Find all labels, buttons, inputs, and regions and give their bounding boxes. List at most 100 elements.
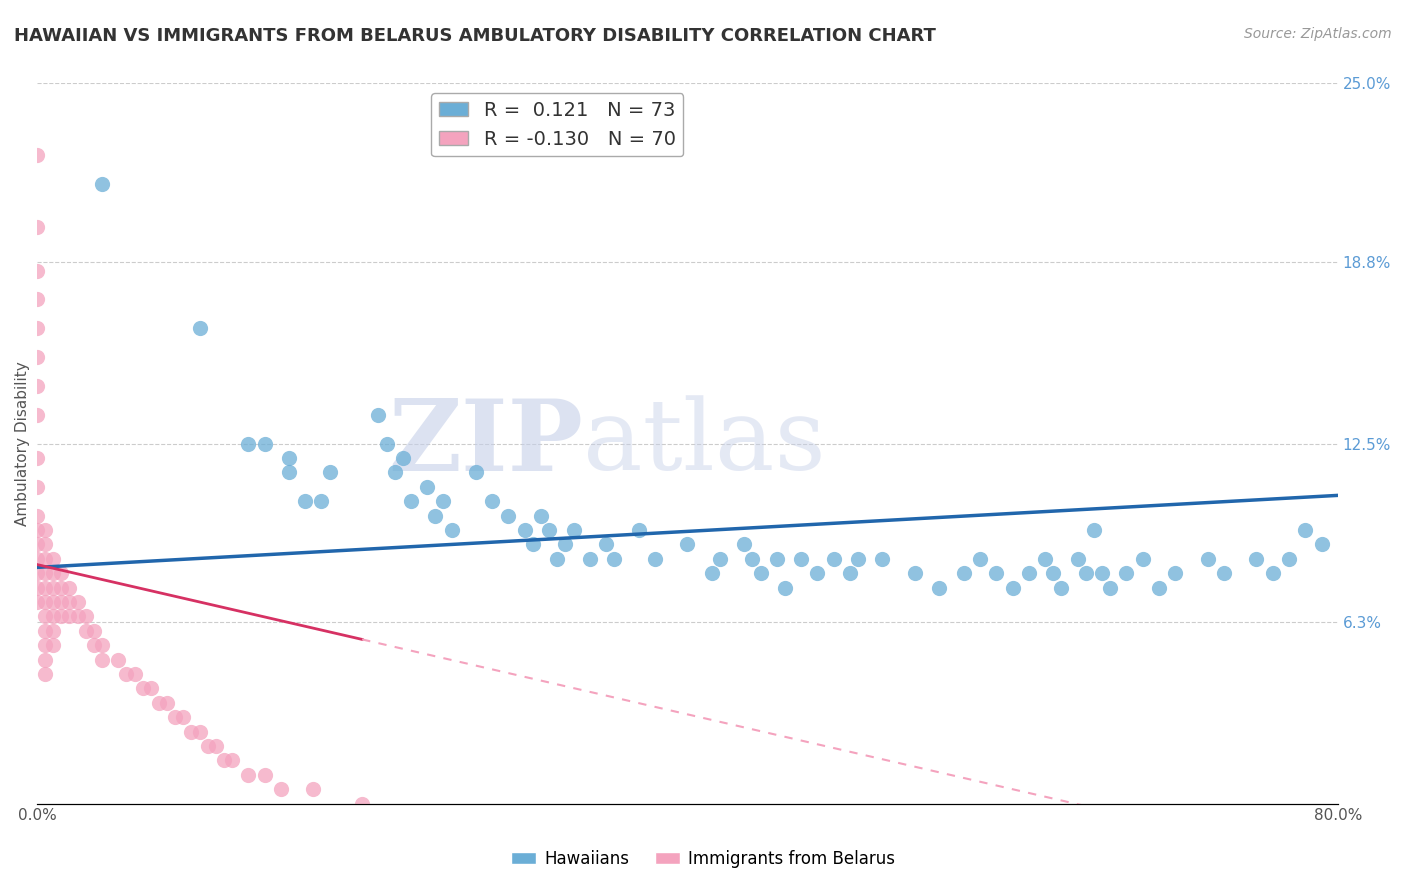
Point xyxy=(25,220,48,235)
Point xyxy=(440,523,463,537)
Point xyxy=(212,753,235,767)
Point xyxy=(562,523,585,537)
Point xyxy=(1099,581,1122,595)
Point xyxy=(952,566,974,581)
Point xyxy=(318,466,340,480)
Point xyxy=(1213,566,1236,581)
Point xyxy=(741,551,763,566)
Point xyxy=(91,178,114,192)
Point xyxy=(139,681,162,696)
Point xyxy=(107,652,129,666)
Point xyxy=(238,436,260,450)
Point xyxy=(42,595,65,609)
Point xyxy=(425,508,447,523)
Point xyxy=(375,436,398,450)
Point xyxy=(644,551,666,566)
Point xyxy=(1018,566,1040,581)
Point xyxy=(180,724,202,739)
Point xyxy=(481,494,503,508)
Point xyxy=(1115,566,1137,581)
Point xyxy=(25,566,48,581)
Point xyxy=(75,609,97,624)
Point xyxy=(165,710,187,724)
Point xyxy=(204,739,226,753)
Point xyxy=(172,710,194,724)
Point xyxy=(546,551,568,566)
Point xyxy=(1261,566,1284,581)
Point xyxy=(51,595,73,609)
Point xyxy=(42,609,65,624)
Point xyxy=(131,681,153,696)
Point xyxy=(58,609,80,624)
Point xyxy=(352,797,374,811)
Point xyxy=(1246,551,1268,566)
Point xyxy=(928,581,950,595)
Point xyxy=(25,263,48,277)
Point xyxy=(156,696,179,710)
Point xyxy=(1278,551,1301,566)
Point xyxy=(1164,566,1187,581)
Point xyxy=(42,638,65,652)
Point xyxy=(25,293,48,307)
Point xyxy=(367,408,389,422)
Point xyxy=(34,595,56,609)
Point xyxy=(399,494,422,508)
Point xyxy=(765,551,787,566)
Point xyxy=(34,667,56,681)
Text: atlas: atlas xyxy=(583,396,827,491)
Point xyxy=(302,782,325,797)
Point xyxy=(124,667,146,681)
Point xyxy=(270,782,292,797)
Point xyxy=(25,480,48,494)
Point xyxy=(513,523,536,537)
Point xyxy=(42,551,65,566)
Text: Source: ZipAtlas.com: Source: ZipAtlas.com xyxy=(1244,27,1392,41)
Point xyxy=(1074,566,1097,581)
Point xyxy=(51,609,73,624)
Point xyxy=(221,753,243,767)
Legend: Hawaiians, Immigrants from Belarus: Hawaiians, Immigrants from Belarus xyxy=(505,844,901,875)
Point xyxy=(432,494,454,508)
Point xyxy=(34,537,56,551)
Point xyxy=(34,652,56,666)
Point xyxy=(25,551,48,566)
Point xyxy=(253,768,276,782)
Point xyxy=(311,494,333,508)
Point xyxy=(839,566,862,581)
Point xyxy=(806,566,828,581)
Point xyxy=(115,667,138,681)
Point xyxy=(34,609,56,624)
Point xyxy=(1132,551,1154,566)
Point xyxy=(66,595,89,609)
Legend: R =  0.121   N = 73, R = -0.130   N = 70: R = 0.121 N = 73, R = -0.130 N = 70 xyxy=(432,93,683,156)
Point xyxy=(75,624,97,638)
Point xyxy=(25,595,48,609)
Point xyxy=(34,523,56,537)
Point xyxy=(416,480,439,494)
Point xyxy=(986,566,1008,581)
Point xyxy=(676,537,699,551)
Point xyxy=(1147,581,1170,595)
Point xyxy=(66,609,89,624)
Point xyxy=(1042,566,1064,581)
Point xyxy=(1197,551,1219,566)
Point xyxy=(465,466,488,480)
Point xyxy=(1066,551,1088,566)
Point xyxy=(188,724,211,739)
Point xyxy=(530,508,553,523)
Point xyxy=(197,739,219,753)
Point xyxy=(34,638,56,652)
Point xyxy=(603,551,626,566)
Point xyxy=(148,696,170,710)
Point xyxy=(42,581,65,595)
Point xyxy=(25,379,48,393)
Text: HAWAIIAN VS IMMIGRANTS FROM BELARUS AMBULATORY DISABILITY CORRELATION CHART: HAWAIIAN VS IMMIGRANTS FROM BELARUS AMBU… xyxy=(14,27,936,45)
Point xyxy=(790,551,813,566)
Point xyxy=(42,624,65,638)
Point xyxy=(1294,523,1316,537)
Point xyxy=(1001,581,1024,595)
Point xyxy=(1050,581,1073,595)
Point xyxy=(823,551,845,566)
Point xyxy=(34,566,56,581)
Point xyxy=(91,638,114,652)
